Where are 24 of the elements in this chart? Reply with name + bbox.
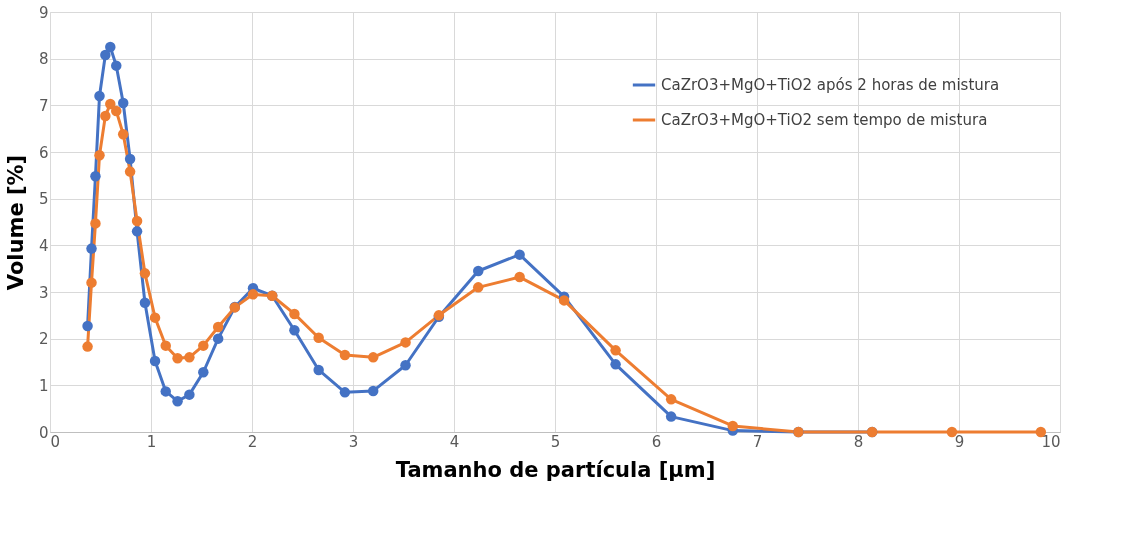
y-tick-label: 8 [38, 50, 49, 69]
x-tick-label: 8 [853, 432, 864, 451]
y-tick-label: 9 [38, 3, 49, 22]
x-tick-label: 0 [50, 432, 61, 451]
x-tick-label: 6 [651, 432, 662, 451]
x-tick-label: 9 [954, 432, 965, 451]
x-tick-label: 1 [146, 432, 157, 451]
x-tick-label: 4 [449, 432, 460, 451]
y-tick-label: 3 [38, 283, 49, 302]
legend-label: CaZrO3+MgO+TiO2 sem tempo de mistura [661, 111, 988, 129]
x-tick-label: 5 [550, 432, 561, 451]
x-tick-label: 7 [752, 432, 763, 451]
y-tick-label: 7 [38, 96, 49, 115]
y-tick-label: 4 [38, 236, 49, 255]
y-tick-label: 5 [38, 190, 49, 209]
x-tick-label: 10 [1041, 432, 1061, 451]
x-axis-title: Tamanho de partícula [µm] [395, 457, 716, 482]
legend-label: CaZrO3+MgO+TiO2 após 2 horas de mistura [661, 76, 1000, 94]
x-tick-label: 3 [348, 432, 359, 451]
y-tick-label: 1 [38, 376, 49, 395]
x-tick-label: 2 [247, 432, 258, 451]
y-axis-title: Volume [%] [3, 154, 28, 291]
y-tick-label: 2 [38, 330, 49, 349]
y-tick-label: 6 [38, 143, 49, 162]
